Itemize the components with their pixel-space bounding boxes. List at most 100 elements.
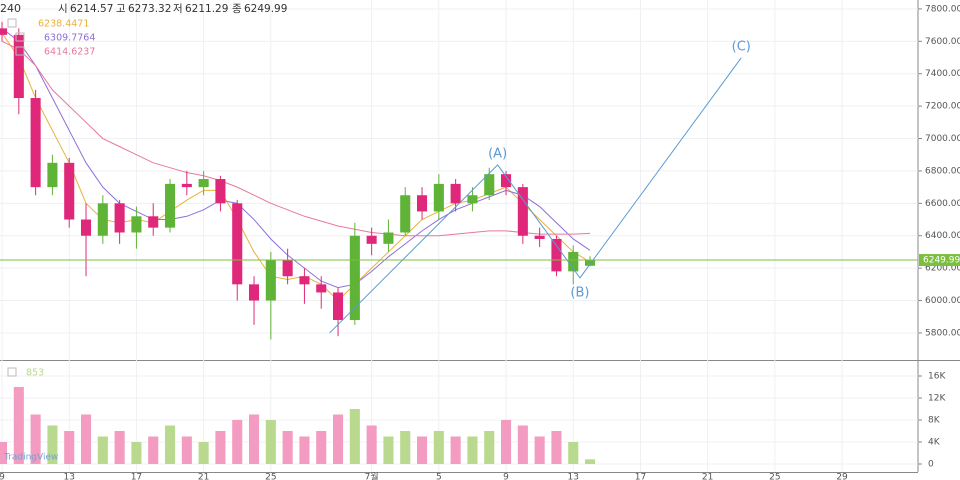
volume-bar bbox=[232, 419, 243, 464]
legend-icon bbox=[15, 32, 25, 42]
candles bbox=[0, 21, 596, 340]
candle-body bbox=[534, 235, 545, 239]
x-tick-label: 21 bbox=[198, 473, 209, 480]
ohlc-value: 6214.57 bbox=[70, 3, 113, 15]
candle-body bbox=[299, 276, 310, 285]
volume-bar bbox=[416, 436, 428, 464]
candle-body bbox=[501, 174, 512, 188]
legend-value: 6414.6237 bbox=[44, 47, 95, 58]
volume-bar bbox=[383, 436, 394, 464]
legend-value: 6238.4471 bbox=[38, 19, 89, 30]
candle-body bbox=[164, 183, 176, 228]
volume-bar bbox=[585, 459, 596, 464]
volume-bar bbox=[47, 425, 58, 464]
x-tick-label: 13 bbox=[568, 473, 579, 480]
volume-bar bbox=[97, 436, 108, 464]
candle-body bbox=[433, 183, 444, 212]
price-label: 6249.99 bbox=[923, 256, 960, 266]
legend-icon bbox=[7, 18, 17, 28]
candle-body bbox=[97, 203, 108, 236]
volume-bar bbox=[0, 441, 8, 464]
wave-label: (C) bbox=[732, 39, 751, 54]
candle-body bbox=[416, 195, 428, 212]
candle-body bbox=[0, 28, 8, 35]
volume-bar bbox=[484, 430, 495, 464]
volume-bar bbox=[265, 419, 276, 464]
volume-bar bbox=[316, 430, 327, 464]
volume-bar bbox=[366, 425, 377, 464]
price-label-box bbox=[919, 254, 960, 267]
moving-average-line bbox=[1, 27, 591, 289]
y-tick-label: 7000.00 bbox=[925, 134, 960, 144]
volume-bar bbox=[114, 430, 125, 464]
candle-body bbox=[114, 203, 125, 233]
volume-bar bbox=[131, 441, 142, 464]
x-tick-label: 21 bbox=[702, 473, 713, 480]
y-tick-label: 7200.00 bbox=[925, 102, 960, 112]
ohlc-key: 고 bbox=[116, 3, 126, 15]
volume-tick-label: 4K bbox=[928, 437, 941, 447]
volume-bar bbox=[181, 436, 192, 464]
volume-icon bbox=[7, 367, 17, 377]
x-tick-label: 5 bbox=[436, 473, 442, 480]
legend-value: 6309.7764 bbox=[44, 33, 95, 44]
candle-body bbox=[585, 260, 596, 266]
timeframe: 240 bbox=[0, 2, 21, 15]
volume-tick-label: 0 bbox=[928, 459, 934, 469]
wave-label: (B) bbox=[570, 285, 589, 300]
volume-bar bbox=[13, 386, 24, 464]
x-tick-label: 13 bbox=[63, 473, 74, 480]
y-tick-label: 6600.00 bbox=[925, 199, 960, 209]
candle-body bbox=[400, 195, 411, 233]
candle-body bbox=[282, 260, 293, 277]
x-tick-label: 7월 bbox=[365, 471, 379, 480]
volume-bar bbox=[148, 436, 159, 464]
candle-body bbox=[383, 232, 394, 244]
volume-bar bbox=[198, 441, 209, 464]
volume-bar bbox=[400, 430, 411, 464]
candle-body bbox=[131, 216, 142, 233]
volume-pane bbox=[0, 386, 596, 464]
candle-body bbox=[467, 195, 478, 204]
volume-bar bbox=[299, 436, 310, 464]
y-tick-label: 6000.00 bbox=[925, 296, 960, 306]
candle-body bbox=[47, 162, 58, 188]
candle-body bbox=[30, 98, 41, 188]
x-tick-label: 9 bbox=[503, 473, 509, 480]
ohlc-value: 6249.99 bbox=[244, 3, 287, 15]
x-tick-label: 17 bbox=[635, 473, 646, 480]
volume-bar bbox=[450, 436, 461, 464]
legend-icon bbox=[15, 46, 25, 56]
volume-bar bbox=[80, 414, 92, 464]
ohlc-key: 시 bbox=[58, 3, 68, 15]
volume-tick-label: 8K bbox=[928, 415, 941, 425]
y-tick-label: 5800.00 bbox=[925, 328, 960, 338]
volume-bar bbox=[534, 436, 545, 464]
candle-body bbox=[148, 216, 159, 228]
y-tick-label: 6200.00 bbox=[925, 264, 960, 274]
volume-bar bbox=[64, 430, 75, 464]
y-tick-label: 7800.00 bbox=[925, 4, 960, 14]
volume-bar bbox=[282, 430, 293, 464]
candle-body bbox=[80, 219, 92, 236]
volume-bar bbox=[248, 414, 260, 464]
ohlc-value: 6273.32 bbox=[128, 3, 171, 15]
volume-tick-label: 12K bbox=[928, 393, 946, 403]
candle-body bbox=[265, 260, 276, 301]
watermark: TradingView bbox=[3, 453, 58, 463]
candle-body bbox=[181, 183, 192, 188]
grid bbox=[0, 0, 918, 472]
candle-body bbox=[248, 284, 260, 301]
y-tick-label: 7600.00 bbox=[925, 37, 960, 47]
wave-line bbox=[329, 57, 742, 334]
candle-body bbox=[13, 34, 24, 99]
volume-bar bbox=[568, 441, 579, 464]
candle-body bbox=[568, 251, 579, 272]
candle-body bbox=[517, 187, 528, 236]
x-tick-label: 25 bbox=[265, 473, 276, 480]
candle-body bbox=[215, 179, 226, 204]
candle-body bbox=[551, 238, 562, 272]
x-tick-label: 25 bbox=[769, 473, 780, 480]
